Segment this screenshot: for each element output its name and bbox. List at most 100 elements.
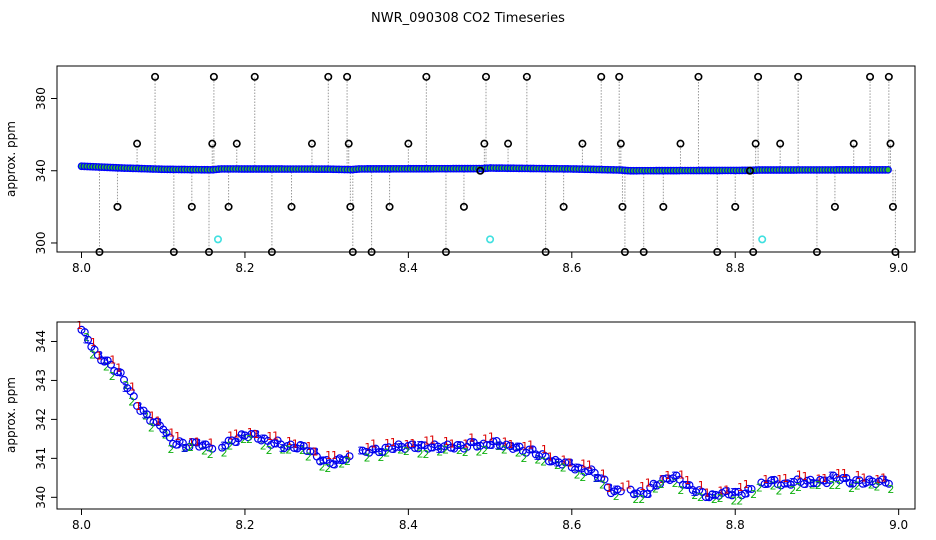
trend-marker: 1: [468, 431, 475, 444]
trend-point: [845, 478, 854, 487]
trend-marker: 1: [521, 440, 528, 453]
trend-point: [80, 328, 89, 337]
trend-marker: 3: [279, 442, 286, 455]
trend-point: [603, 483, 612, 492]
trend-marker: 2: [319, 460, 326, 473]
trend-point: [142, 410, 151, 419]
trend-marker: 3: [612, 483, 619, 496]
trend-marker: 1: [311, 446, 318, 459]
trend-point: [188, 438, 197, 447]
trend-marker: 1: [227, 430, 234, 443]
trend-marker: 1: [782, 472, 789, 485]
excursion-point: [731, 202, 740, 211]
trend-point: [116, 368, 125, 377]
trend-marker: 2: [422, 448, 429, 461]
excursion-point: [224, 202, 233, 211]
trend-point: [208, 444, 217, 453]
trend-point: [642, 490, 651, 499]
trend-marker: 1: [835, 467, 842, 480]
trend-marker: 1: [109, 354, 116, 367]
excursion-point: [504, 139, 513, 148]
trend-point: [600, 475, 609, 484]
trend-marker: 2: [128, 395, 135, 408]
trend-marker: 2: [736, 494, 743, 507]
excursion-point: [459, 202, 468, 211]
trend-marker: 2: [697, 491, 704, 504]
trend-point: [446, 443, 455, 452]
trend-marker: 1: [664, 469, 671, 482]
excursion-point: [422, 72, 431, 81]
trend-point: [816, 475, 825, 484]
trend-marker: 1: [149, 410, 156, 423]
trend-marker: 3: [494, 439, 501, 452]
trend-point: [129, 392, 138, 401]
trend-marker: 1: [855, 469, 862, 482]
trend-point: [512, 443, 521, 452]
trend-marker: 1: [547, 450, 554, 463]
trend-point: [473, 442, 482, 451]
excursion-points: [95, 72, 900, 257]
trend-marker: 3: [587, 465, 594, 478]
x-tick-label: 8.4: [399, 518, 418, 532]
trend-marker: 3: [606, 481, 613, 494]
trend-marker: 2: [730, 494, 737, 507]
trend-point: [482, 441, 491, 450]
trend-marker: 1: [345, 449, 352, 462]
trend-point: [417, 440, 426, 449]
trend-marker: 1: [586, 458, 593, 471]
trend-marker: 2: [534, 453, 541, 466]
trend-marker: 1: [723, 483, 730, 496]
trend-marker: 3: [194, 436, 201, 449]
x-tick-label: 8.6: [562, 261, 581, 275]
trend-marker: 1: [704, 486, 711, 499]
trend-point: [884, 479, 893, 488]
trend-point: [639, 489, 648, 498]
trend-marker: 3: [391, 443, 398, 456]
trend-point: [374, 448, 383, 457]
trend-marker: 2: [226, 439, 233, 452]
trend-point: [84, 335, 93, 344]
x-tick-label: 8.2: [235, 261, 254, 275]
trend-point: [724, 490, 733, 499]
top-axes: 8.0 8.2 8.4 8.6 8.8 9.0 300 340 380: [34, 87, 908, 275]
trend-marker: 1: [821, 472, 828, 485]
trend-marker: 1: [115, 362, 122, 375]
trend-marker: 2: [103, 361, 110, 374]
bottom-plot-frame: [56, 321, 916, 510]
excursion-point: [404, 139, 413, 148]
cyan-point: [213, 235, 222, 244]
y-tick-label: 380: [34, 87, 48, 110]
trend-marker: 3: [83, 334, 90, 347]
trend-marker: 2: [442, 443, 449, 456]
trend-marker: 1: [174, 430, 181, 443]
trend-point: [839, 474, 848, 483]
trend-marker: 2: [672, 477, 679, 490]
trend-marker: 2: [83, 331, 90, 344]
x-tick-label: 8.2: [235, 518, 254, 532]
y-tick-label: 342: [34, 408, 48, 431]
excursion-point: [346, 202, 355, 211]
excursion-point: [481, 72, 490, 81]
trend-marker: 3: [730, 486, 737, 499]
excursion-point: [597, 72, 606, 81]
x-tick-label: 8.8: [726, 261, 745, 275]
trend-point: [701, 493, 710, 502]
trend-point: [319, 456, 328, 465]
trend-marker: 3: [449, 442, 456, 455]
x-tick-label: 8.8: [726, 518, 745, 532]
trend-point: [182, 443, 191, 452]
trend-marker: 2: [181, 442, 188, 455]
trend-marker: 2: [750, 488, 757, 501]
excursion-point: [751, 139, 760, 148]
trend-marker: 2: [789, 484, 796, 497]
excursion-point: [113, 202, 122, 211]
trend-marker: 1: [580, 458, 587, 471]
trend-marker: 1: [135, 400, 142, 413]
trend-marker: 1: [96, 349, 103, 362]
trend-marker: 3: [469, 436, 476, 449]
trend-marker: 1: [717, 485, 724, 498]
trend-marker: 3: [312, 445, 319, 458]
trend-marker: 3: [553, 456, 560, 469]
trend-marker: 1: [384, 437, 391, 450]
